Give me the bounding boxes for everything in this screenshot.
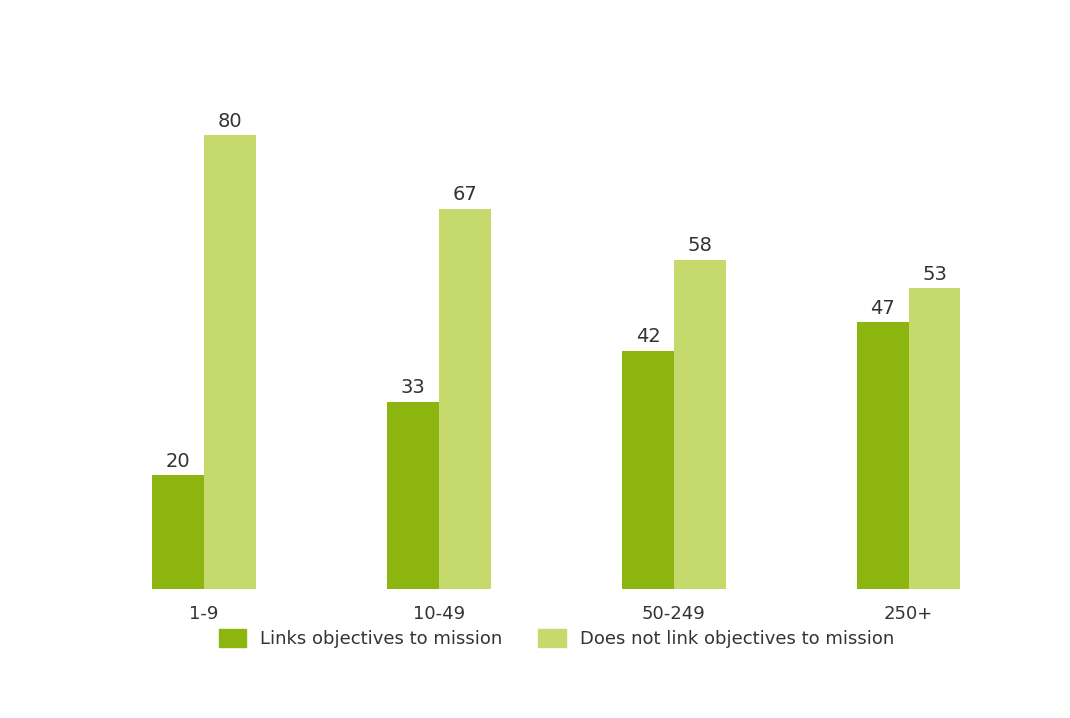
Bar <box>674 260 725 589</box>
Bar <box>387 401 439 589</box>
Text: 53: 53 <box>922 265 947 284</box>
Bar <box>622 350 674 589</box>
Bar <box>152 475 204 589</box>
Legend: Links objectives to mission, Does not link objectives to mission: Links objectives to mission, Does not li… <box>212 621 901 655</box>
Bar <box>439 209 491 589</box>
Text: 33: 33 <box>401 378 426 397</box>
Text: 42: 42 <box>636 327 660 346</box>
Bar <box>908 289 961 589</box>
Text: 20: 20 <box>166 452 190 471</box>
Text: 47: 47 <box>871 299 896 318</box>
Bar <box>204 135 256 589</box>
Text: 67: 67 <box>453 185 477 205</box>
Text: 58: 58 <box>687 236 713 256</box>
Text: 80: 80 <box>217 112 242 131</box>
Bar <box>857 322 908 589</box>
